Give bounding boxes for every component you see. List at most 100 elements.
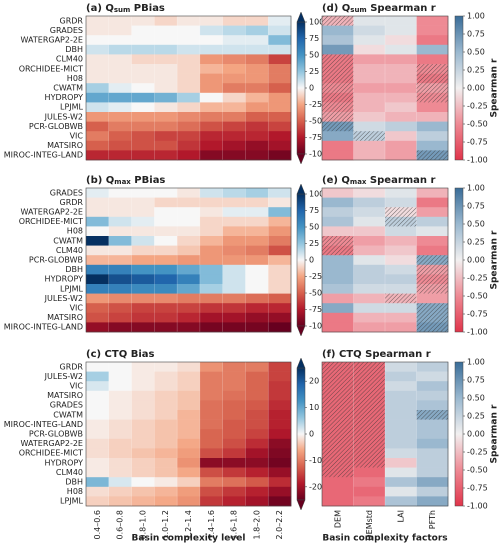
heatmap-cell (154, 73, 178, 84)
heatmap-cell (268, 216, 292, 227)
heatmap-cell (416, 112, 449, 122)
hatch (353, 438, 385, 449)
hatch (353, 458, 385, 468)
heatmap-cell (131, 264, 155, 275)
heatmap-cell (222, 467, 246, 478)
heatmap-cell (177, 54, 201, 65)
heatmap-cell (222, 293, 246, 304)
heatmap-cell (268, 419, 292, 430)
heatmap-cell (222, 16, 246, 26)
heatmap-cell (353, 102, 386, 113)
colorbar-tick-label: -0.75 (467, 138, 488, 147)
heatmap-cell (199, 293, 223, 304)
heatmap-cell (177, 410, 201, 420)
heatmap-cell (268, 255, 292, 266)
heatmap-cell (177, 400, 201, 411)
colorbar-extend (296, 153, 306, 165)
x-tick-label: 0.6–0.8 (116, 510, 125, 539)
row-label: DBH (65, 45, 83, 54)
heatmap-cell (385, 245, 417, 256)
hatch (322, 371, 354, 382)
hatch (322, 236, 354, 246)
x-tick-label: 1.0–1.2 (161, 510, 170, 539)
heatmap-cell (353, 25, 386, 36)
heatmap-cell (108, 131, 132, 142)
heatmap-cell (108, 458, 132, 468)
title-part: (f) CTQ Spearman r (322, 349, 431, 360)
heatmap-cell (199, 429, 223, 440)
heatmap-cell (154, 264, 178, 275)
heatmap-cell (322, 284, 354, 294)
heatmap-cell (268, 207, 292, 218)
heatmap-cell (86, 390, 110, 401)
hatch (416, 303, 448, 313)
x-axis-label: Basin complexity level (132, 534, 246, 544)
heatmap-cell (131, 429, 155, 440)
heatmap-cell (268, 112, 292, 122)
x-tick-label: DEMstd (365, 510, 374, 541)
heatmap-cell (385, 371, 417, 382)
heatmap-cell (222, 322, 246, 333)
heatmap-cell (86, 312, 110, 323)
heatmap-cell (245, 245, 269, 256)
heatmap-cell (322, 274, 354, 285)
heatmap-cell (154, 400, 178, 411)
heatmap-cell (199, 245, 223, 256)
colorbar-extend (296, 11, 306, 23)
heatmap-cell (199, 140, 223, 151)
heatmap-cell (108, 293, 132, 304)
heatmap-cell (154, 25, 178, 36)
heatmap-cell (108, 381, 132, 392)
row-label: ORCHIDEE-MICT (19, 449, 83, 458)
heatmap-cell (86, 188, 110, 198)
heatmap-cell (199, 255, 223, 266)
hatch (385, 216, 417, 227)
heatmap-cell (385, 83, 417, 94)
hatch (416, 274, 448, 284)
heatmap-cell (385, 274, 417, 285)
heatmap-cell (199, 448, 223, 459)
colorbar-tick-label: 100 (309, 190, 324, 199)
heatmap-cell (385, 477, 417, 488)
heatmap-cell (86, 410, 110, 420)
row-label: GRADES (50, 401, 83, 410)
heatmap-cell (416, 438, 449, 449)
heatmap-cell (154, 284, 178, 294)
heatmap-cell (416, 25, 449, 36)
hatch (353, 390, 385, 401)
heatmap-cell (177, 419, 201, 430)
hatch (416, 264, 448, 275)
heatmap-cell (177, 64, 201, 74)
heatmap-cell (322, 255, 354, 266)
heatmap-cell (131, 102, 155, 113)
heatmap-cell (268, 303, 292, 314)
heatmap-cell (177, 255, 201, 266)
heatmap-cell (154, 274, 178, 285)
heatmap-cell (322, 293, 354, 304)
heatmap-cell (353, 226, 386, 237)
heatmap-cell (245, 83, 269, 94)
heatmap-cell (108, 312, 132, 323)
heatmap-cell (108, 486, 132, 497)
heatmap-cell (86, 371, 110, 382)
heatmap-cell (322, 496, 354, 507)
heatmap-cell (353, 477, 386, 488)
heatmap-cell (245, 322, 269, 333)
heatmap-cell (86, 303, 110, 314)
heatmap-cell (108, 73, 132, 84)
heatmap-cell (131, 477, 155, 488)
heatmap-cell (131, 448, 155, 459)
hatch (322, 381, 354, 391)
colorbar-tick-label: -100 (309, 150, 327, 159)
hatch (416, 83, 448, 93)
row-label: MIROC-INTEG-LAND (4, 420, 83, 429)
x-tick-label: 1.4–1.6 (207, 510, 216, 539)
heatmap-cell (131, 293, 155, 304)
heatmap-cell (353, 274, 386, 285)
heatmap-cell (353, 44, 386, 55)
heatmap-cell (385, 264, 417, 275)
row-label: H08 (67, 74, 83, 83)
heatmap-cell (416, 486, 449, 497)
heatmap-cell (131, 371, 155, 382)
heatmap-cell (177, 371, 201, 382)
